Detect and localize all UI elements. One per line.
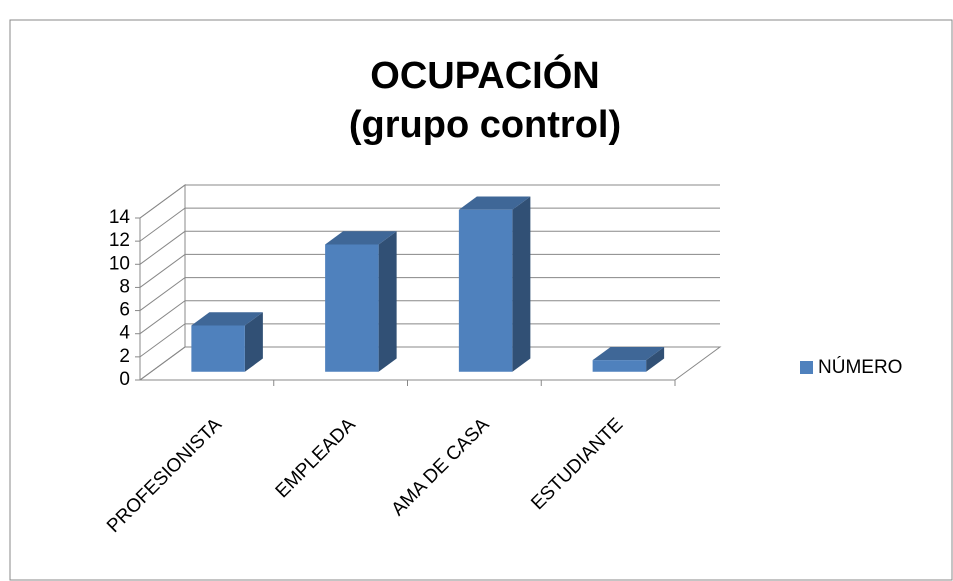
bar-front	[458, 209, 513, 372]
grid-line	[139, 230, 720, 265]
bar	[191, 312, 263, 372]
y-tick-label: 0	[119, 369, 130, 390]
bar-front	[191, 325, 245, 372]
grid-line	[139, 207, 720, 242]
bar	[458, 196, 531, 372]
bar	[325, 231, 397, 372]
y-tick-label: 6	[119, 300, 130, 321]
bar	[592, 346, 665, 372]
grid-line	[139, 323, 720, 358]
bar-side	[512, 196, 531, 372]
y-tick-label: 2	[119, 346, 130, 367]
chart-subtitle: (grupo control)	[349, 104, 621, 146]
grid-line	[139, 277, 720, 311]
bar-top	[592, 346, 665, 361]
bar-top	[191, 312, 263, 326]
bar-front	[592, 360, 647, 372]
grid-line	[139, 300, 720, 335]
y-tick-label: 10	[109, 253, 130, 274]
bar-front	[325, 244, 379, 372]
grid-line	[139, 253, 720, 288]
bar-side	[646, 346, 665, 372]
legend-label: NÚMERO	[818, 356, 902, 378]
bar-side	[378, 231, 397, 372]
grid-line	[139, 346, 720, 381]
y-tick-label: 4	[119, 323, 130, 344]
legend-swatch	[800, 361, 813, 374]
bar-top	[458, 196, 531, 210]
y-tick-label: 12	[109, 230, 130, 251]
y-tick-label: 14	[109, 207, 131, 228]
grid-line	[139, 184, 720, 219]
chart-title: OCUPACIÓN	[370, 53, 599, 97]
bar-side	[244, 312, 263, 372]
y-tick-label: 8	[119, 276, 130, 297]
bar-top	[325, 231, 397, 245]
